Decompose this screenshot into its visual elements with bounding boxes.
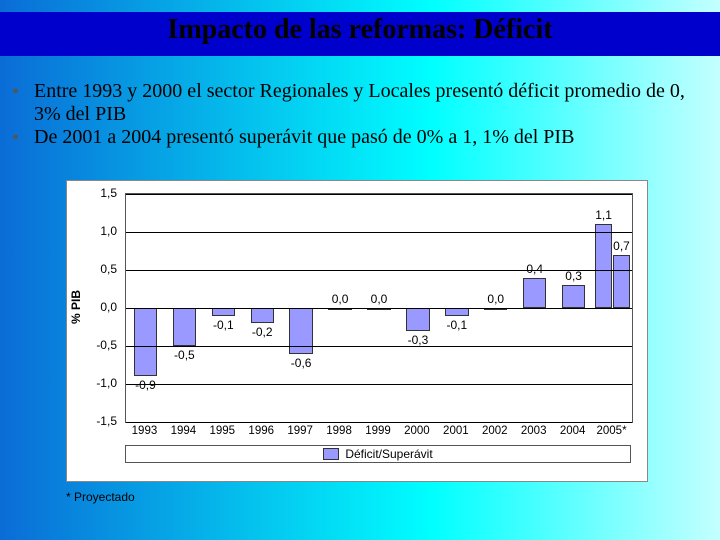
x-tick-label: 2002 <box>482 425 508 437</box>
gridline <box>126 422 632 423</box>
bar <box>595 224 611 308</box>
plot-area: -0,9-0,5-0,1-0,2-0,60,00,0-0,3-0,10,00,4… <box>125 193 633 423</box>
x-tick-label: 1998 <box>326 425 352 437</box>
slide-root: Impacto de las reformas: Déficit • Entre… <box>0 0 720 540</box>
gridline <box>126 194 632 195</box>
bullet-text: Entre 1993 y 2000 el sector Regionales y… <box>34 80 708 126</box>
footnote: * Proyectado <box>66 490 135 504</box>
x-tick-label: 1999 <box>365 425 391 437</box>
bar <box>134 308 157 376</box>
bar <box>251 308 274 323</box>
chart-panel: % PIB 1,5 1,0 0,5 0,0 -0,5 -1,0 -1,5 -0,9 -0,5 -… <box>66 180 648 482</box>
y-tick-label: 0,5 <box>100 262 117 276</box>
bar-value-label: -0,1 <box>205 318 241 332</box>
x-tick-label: 2003 <box>521 425 547 437</box>
gridline <box>126 270 632 271</box>
gridline <box>126 346 632 347</box>
bar-value-label: -0,6 <box>283 356 319 370</box>
y-tick-label: 1,0 <box>100 224 117 238</box>
y-tick-label: -1,0 <box>96 376 117 390</box>
x-tick-label: 1993 <box>132 425 158 437</box>
bar <box>523 278 546 308</box>
bar-value-label: 0,7 <box>604 239 640 253</box>
x-tick-label: 1994 <box>171 425 197 437</box>
bar-value-label: 1,1 <box>586 208 622 222</box>
legend-swatch <box>323 448 339 460</box>
bullet-list: • Entre 1993 y 2000 el sector Regionales… <box>12 80 708 150</box>
y-tick-label: 0,0 <box>100 300 117 314</box>
legend: Déficit/Superávit <box>125 445 631 463</box>
bar <box>173 308 196 346</box>
bar-value-label: -0,9 <box>127 378 163 392</box>
bar <box>562 285 585 308</box>
bar-value-label: -0,1 <box>439 318 475 332</box>
bullet-text: De 2001 a 2004 presentó superávit que pa… <box>34 126 574 149</box>
y-tick-label: -0,5 <box>96 338 117 352</box>
y-tick-label: -1,5 <box>96 414 117 428</box>
bar <box>445 308 468 316</box>
x-tick-label: 2005* <box>597 425 627 437</box>
page-title: Impacto de las reformas: Déficit <box>0 14 720 46</box>
x-tick-label: 1997 <box>287 425 313 437</box>
legend-label: Déficit/Superávit <box>345 447 432 461</box>
x-tick-label: 1995 <box>210 425 236 437</box>
gridline <box>126 232 632 233</box>
bar <box>406 308 429 331</box>
bar-value-label: 0,0 <box>322 292 358 306</box>
x-tick-label: 1996 <box>248 425 274 437</box>
gridline <box>126 308 632 309</box>
bar <box>212 308 235 316</box>
x-tick-label: 2004 <box>560 425 586 437</box>
gridline <box>126 384 632 385</box>
bar-value-label: 0,3 <box>556 269 592 283</box>
x-tick-label: 2000 <box>404 425 430 437</box>
bar-value-label: 0,0 <box>361 292 397 306</box>
y-axis-labels: 1,51,00,50,0-0,5-1,0-1,5 <box>85 193 121 421</box>
bullet-dot-icon: • <box>12 126 34 150</box>
list-item: • Entre 1993 y 2000 el sector Regionales… <box>12 80 708 126</box>
y-axis-title: % PIB <box>69 193 85 421</box>
y-tick-label: 1,5 <box>100 186 117 200</box>
x-axis-labels: 1993 1994 1995 1996 1997 1998 1999 2000 2001 2002… <box>125 425 631 441</box>
x-tick-label: 2001 <box>443 425 469 437</box>
list-item: • De 2001 a 2004 presentó superávit que … <box>12 126 708 150</box>
bullet-dot-icon: • <box>12 80 34 104</box>
bar-value-label: -0,3 <box>400 333 436 347</box>
bar-value-label: 0,4 <box>517 262 553 276</box>
bar-value-label: -0,5 <box>166 348 202 362</box>
bar-value-label: -0,2 <box>244 325 280 339</box>
bar-value-label: 0,0 <box>478 292 514 306</box>
bar <box>613 255 629 308</box>
